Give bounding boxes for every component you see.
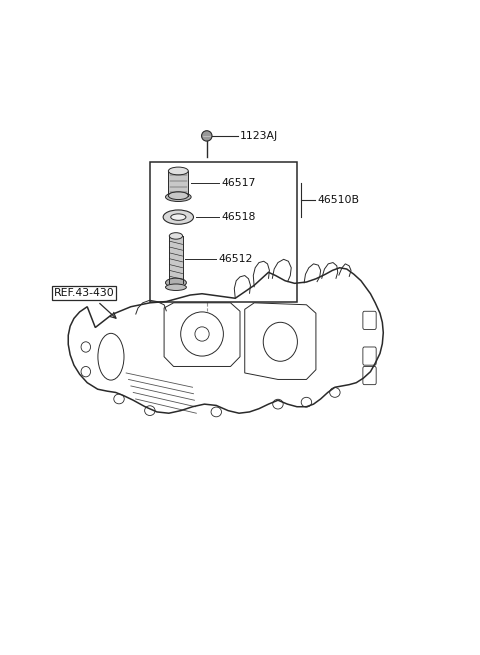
Ellipse shape: [166, 193, 191, 202]
Bar: [169, 236, 182, 283]
Text: 46512: 46512: [219, 254, 253, 265]
Ellipse shape: [171, 214, 186, 220]
Text: 46517: 46517: [221, 178, 255, 189]
Ellipse shape: [168, 167, 188, 175]
Text: REF.43-430: REF.43-430: [54, 288, 115, 298]
Text: 1123AJ: 1123AJ: [240, 131, 278, 141]
Ellipse shape: [169, 233, 182, 239]
Text: 46510B: 46510B: [317, 195, 360, 205]
Ellipse shape: [166, 284, 186, 290]
Bar: [168, 171, 188, 196]
Ellipse shape: [168, 192, 188, 200]
Ellipse shape: [202, 131, 212, 141]
Bar: [150, 162, 297, 301]
Ellipse shape: [166, 278, 186, 288]
Ellipse shape: [163, 210, 193, 224]
Text: 46518: 46518: [221, 212, 255, 222]
